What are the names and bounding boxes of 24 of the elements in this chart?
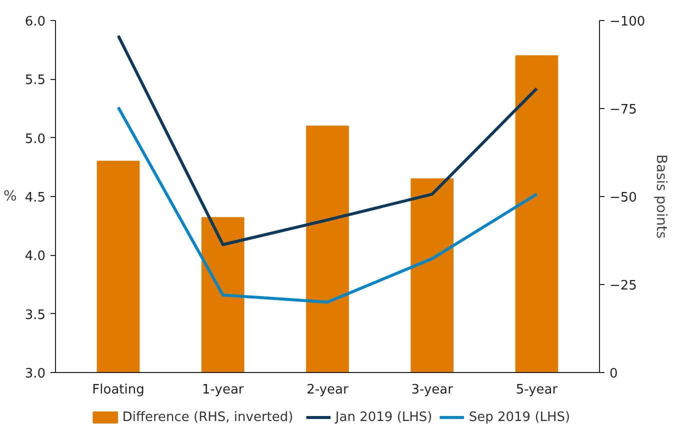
y2-tick-label: −25 [610,278,637,294]
y-tick-label: 5.0 [24,132,46,147]
legend-label: Difference (RHS, inverted) [122,410,294,425]
y-tick-label: 4.0 [24,249,46,264]
x-tick-label: 5-year [516,382,558,398]
line-series [116,106,538,304]
x-tick-label: 2-year [306,382,350,398]
y-tick-label: 5.5 [24,73,46,88]
y2-axis-title: Basis points [653,154,670,239]
y-axis-title: % [4,188,17,204]
y-tick-label: 3.0 [24,366,46,382]
x-tick-label: Floating [92,382,144,398]
x-tick-label: 1-year [202,382,244,398]
y2-tick-label: 0 [610,366,618,382]
line-series [116,34,538,246]
y2-tick-label: −100 [610,14,646,30]
y2-tick-label: −50 [610,190,637,206]
y2-tick-label: −75 [610,102,637,118]
y-tick-label: 4.5 [24,190,46,206]
y-tick-label: 3.5 [24,308,46,323]
y-tick-label: 6.0 [24,14,46,30]
legend-label: Sep 2019 (LHS) [468,410,570,425]
legend-label: Jan 2019 (LHS) [334,410,432,425]
x-tick-label: 3-year [411,382,454,398]
